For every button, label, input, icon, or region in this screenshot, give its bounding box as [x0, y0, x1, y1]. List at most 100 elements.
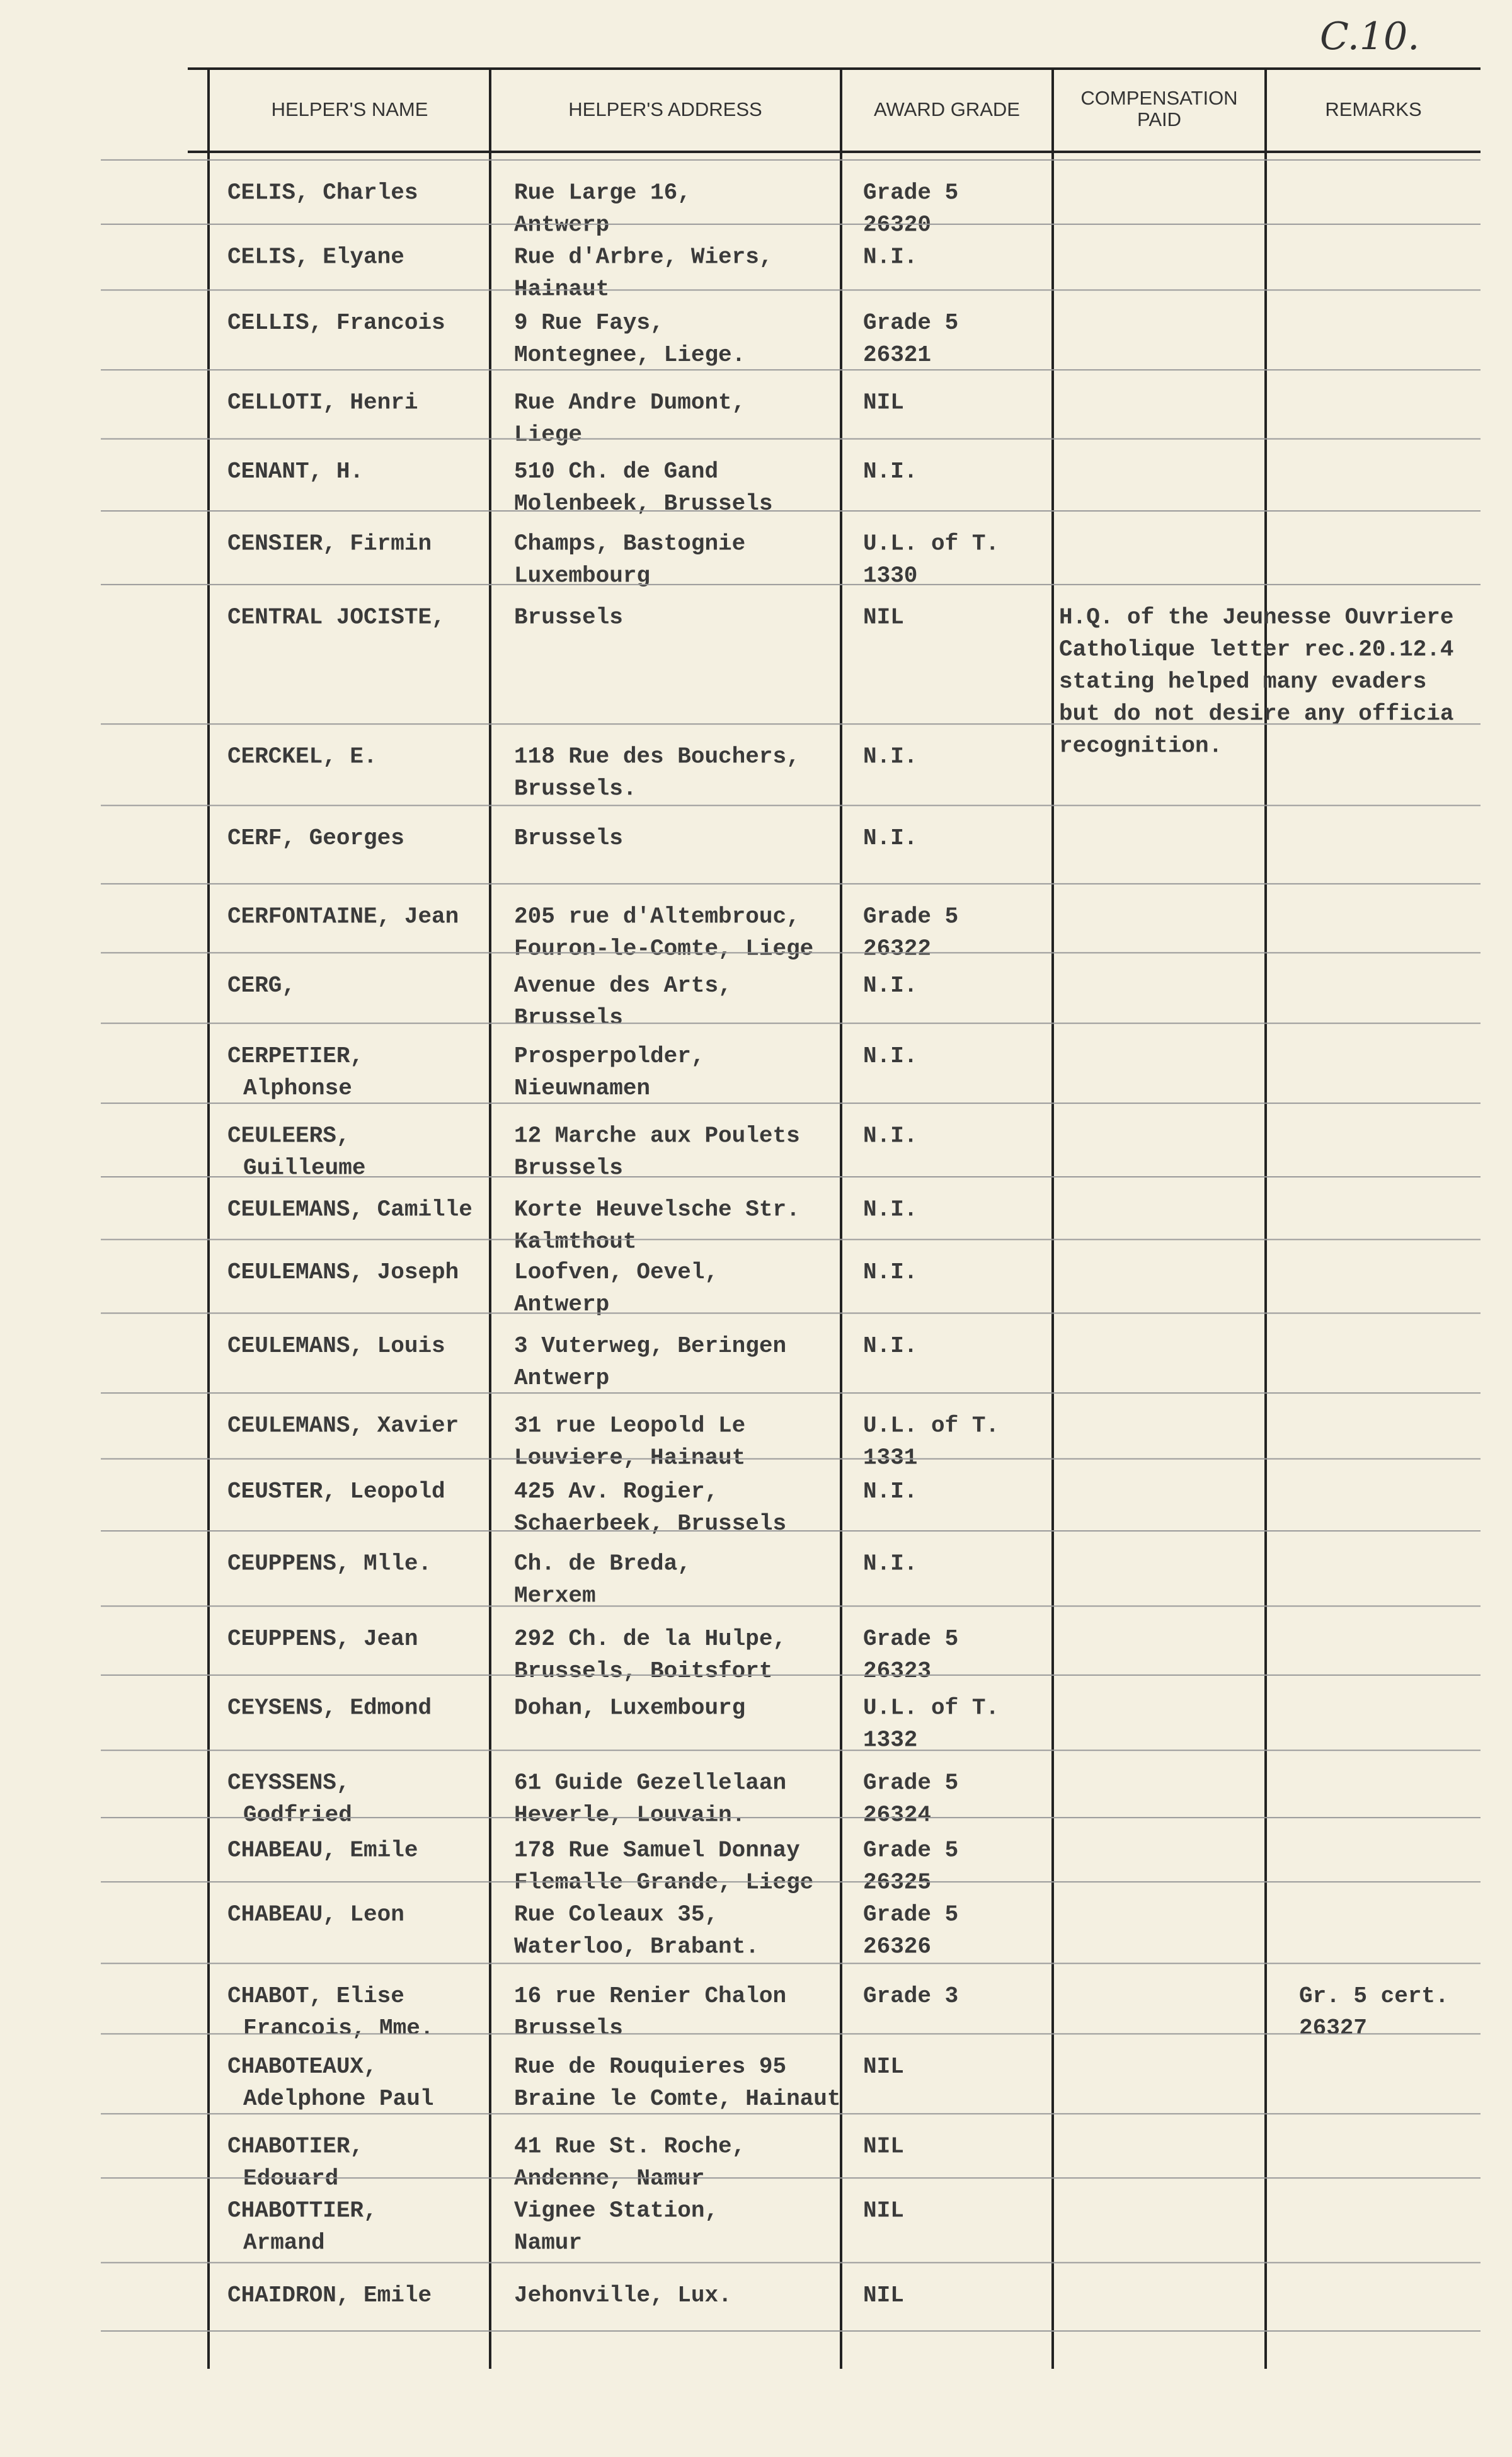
cell-name: CHABOTEAUX,: [227, 2054, 377, 2080]
header-compensation: PAID: [1137, 108, 1181, 130]
cell-name: CENANT, H.: [227, 459, 364, 484]
cell-address: Antwerp: [514, 212, 609, 238]
cell-name: CEULEMANS, Camille: [227, 1196, 472, 1222]
cell-name: CELLOTI, Henri: [227, 390, 418, 416]
cell-award: NIL: [863, 2054, 904, 2080]
cell-address: Dohan, Luxembourg: [514, 1695, 745, 1721]
cell-name: CHABOTTIER,: [227, 2198, 377, 2224]
cell-name: CEULEMANS, Louis: [227, 1333, 445, 1359]
cell-remarks: 26327: [1299, 2015, 1367, 2041]
cell-address: Merxem: [514, 1583, 596, 1609]
cell-name: Armand: [243, 2230, 325, 2256]
cell-name: CELIS, Charles: [227, 180, 418, 205]
cell-award: 26320: [863, 212, 931, 238]
cell-address: Brussels: [514, 2015, 623, 2041]
cell-address: 61 Guide Gezellelaan: [514, 1770, 786, 1796]
cell-name: CEULEERS,: [227, 1123, 350, 1149]
cell-address: Champs, Bastognie: [514, 531, 745, 557]
cell-address: Jehonville, Lux.: [514, 2282, 732, 2308]
cell-address: Andenne, Namur: [514, 2166, 704, 2192]
cell-name: CERF, Georges: [227, 825, 404, 851]
cell-name: CHABOT, Elise: [227, 1983, 404, 2009]
cell-address: Brussels: [514, 825, 623, 851]
cell-award: 26324: [863, 1802, 931, 1828]
cell-award: NIL: [863, 390, 904, 416]
cell-award: U.L. of T.: [863, 531, 999, 557]
header-award: AWARD GRADE: [874, 98, 1020, 120]
cell-address: Rue Andre Dumont,: [514, 390, 745, 416]
cell-name: Francois, Mme.: [243, 2015, 433, 2041]
cell-name: CERCKEL, E.: [227, 744, 377, 770]
cell-name: CHABEAU, Leon: [227, 1902, 404, 1928]
cell-address: Rue d'Arbre, Wiers,: [514, 244, 772, 270]
cell-address: Antwerp: [514, 1365, 609, 1391]
cell-address: 9 Rue Fays,: [514, 310, 664, 336]
cell-address: 510 Ch. de Gand: [514, 459, 718, 484]
cell-address: Molenbeek, Brussels: [514, 491, 772, 517]
cell-name: CEYSENS, Edmond: [227, 1695, 432, 1721]
cell-award: N.I.: [863, 1043, 917, 1069]
cell-award: U.L. of T.: [863, 1413, 999, 1439]
cell-award: Grade 5: [863, 1902, 958, 1928]
cell-award: 26322: [863, 936, 931, 961]
cell-note: recognition.: [1059, 733, 1222, 759]
cell-name: CEULEMANS, Xavier: [227, 1413, 459, 1439]
cell-name: CERFONTAINE, Jean: [227, 903, 459, 929]
cell-name: CEUPPENS, Jean: [227, 1626, 418, 1652]
cell-award: Grade 5: [863, 180, 958, 205]
cell-award: Grade 5: [863, 903, 958, 929]
cell-award: N.I.: [863, 744, 917, 770]
header-remarks: REMARKS: [1325, 98, 1421, 120]
cell-award: N.I.: [863, 1551, 917, 1577]
cell-address: Kalmthout: [514, 1228, 636, 1254]
cell-award: 26326: [863, 1934, 931, 1960]
cell-address: 41 Rue St. Roche,: [514, 2134, 745, 2160]
cell-address: Avenue des Arts,: [514, 973, 732, 999]
cell-award: N.I.: [863, 244, 917, 270]
cell-note: H.Q. of the Jeunesse Ouvriere: [1059, 604, 1454, 630]
cell-address: Loofven, Oevel,: [514, 1259, 718, 1285]
cell-award: Grade 5: [863, 1626, 958, 1652]
cell-award: NIL: [863, 604, 904, 630]
cell-award: 26323: [863, 1658, 931, 1684]
cell-address: Brussels.: [514, 776, 636, 802]
cell-address: Brussels: [514, 1005, 623, 1031]
cell-address: Vignee Station,: [514, 2198, 718, 2224]
cell-address: 205 rue d'Altembrouc,: [514, 903, 800, 929]
cell-award: 26325: [863, 1870, 931, 1896]
header-address: HELPER'S ADDRESS: [568, 98, 762, 120]
cell-address: Korte Heuvelsche Str.: [514, 1196, 800, 1222]
cell-award: 1332: [863, 1727, 917, 1753]
cell-address: 178 Rue Samuel Donnay: [514, 1838, 800, 1864]
cell-award: N.I.: [863, 1259, 917, 1285]
cell-address: Braine le Comte, Hainaut: [514, 2086, 840, 2112]
cell-address: 16 rue Renier Chalon: [514, 1983, 786, 2009]
cell-award: 1331: [863, 1445, 917, 1471]
cell-name: CERG,: [227, 973, 295, 999]
cell-address: Waterloo, Brabant.: [514, 1934, 759, 1960]
table-body: CELIS, Charles Rue Large 16, Antwerp Grade …: [101, 159, 1480, 2332]
cell-name: CEYSSENS,: [227, 1770, 350, 1796]
corner-label: C.10.: [1320, 14, 1419, 59]
cell-award: N.I.: [863, 1196, 917, 1222]
cell-address: Brussels: [514, 604, 623, 630]
cell-address: Nieuwnamen: [514, 1075, 650, 1101]
cell-award: N.I.: [863, 1333, 917, 1359]
cell-name: Godfried: [243, 1802, 352, 1828]
cell-address: Fouron-le-Comte, Liege: [514, 936, 813, 961]
cell-award: N.I.: [863, 1123, 917, 1149]
cell-award: N.I.: [863, 825, 917, 851]
cell-name: CHABOTIER,: [227, 2134, 364, 2160]
cell-address: Rue Coleaux 35,: [514, 1902, 718, 1928]
cell-address: 12 Marche aux Poulets: [514, 1123, 800, 1149]
cell-address: Brussels, Boitsfort: [514, 1658, 772, 1684]
cell-address: Heverle, Louvain.: [514, 1802, 745, 1828]
cell-name: Alphonse: [243, 1075, 352, 1101]
cell-award: NIL: [863, 2198, 904, 2224]
header-compensation: COMPENSATION: [1080, 87, 1237, 109]
cell-name: CHAIDRON, Emile: [227, 2282, 432, 2308]
cell-award: NIL: [863, 2282, 904, 2308]
cell-name: Adelphone Paul: [243, 2086, 433, 2112]
cell-award: Grade 5: [863, 1838, 958, 1864]
